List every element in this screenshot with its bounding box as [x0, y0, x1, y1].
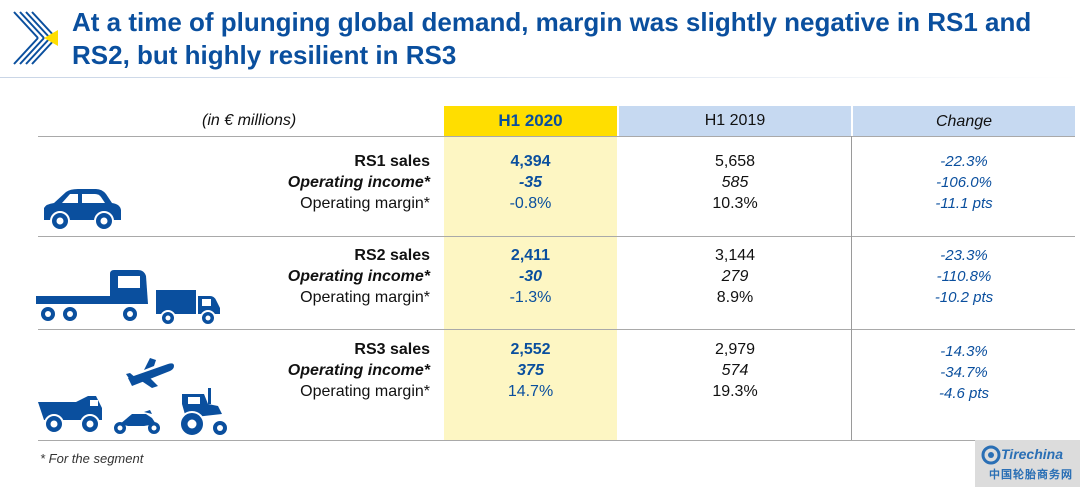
cell-rs1-income-h1-2019: 585: [721, 174, 749, 191]
cell-rs3-income-h1-2020: 375: [517, 362, 544, 379]
cell-rs1-sales-change: -22.3%: [940, 153, 988, 170]
table-rule-rs2: [38, 329, 1075, 330]
cell-rs1-income-change: -106.0%: [936, 174, 992, 191]
cell-rs2-margin-change: -10.2 pts: [934, 289, 994, 306]
cell-rs1-sales-h1-2020: 4,394: [510, 153, 551, 170]
watermark-chinese: 中国轮胎商务网: [989, 469, 1073, 481]
row-label-rs1-operating-margin: Operating margin*: [300, 195, 430, 212]
cell-rs1-income-h1-2020: -35: [518, 174, 543, 191]
company-logo-icon: [13, 11, 58, 65]
cell-rs3-sales-h1-2020: 2,552: [510, 341, 551, 358]
row-label-rs2-operating-income: Operating income*: [287, 268, 430, 285]
column-header-h1-2020: H1 2020: [444, 106, 617, 136]
row-label-rs2-operating-margin: Operating margin*: [300, 289, 430, 306]
cell-rs2-income-h1-2019: 279: [721, 268, 749, 285]
cell-rs2-margin-h1-2020: -1.3%: [509, 289, 552, 306]
cell-rs1-margin-h1-2020: -0.8%: [509, 195, 552, 212]
row-label-rs1-sales: RS1 sales: [354, 153, 430, 170]
table-rule-bottom: [38, 440, 1075, 441]
row-label-rs3-operating-income: Operating income*: [287, 362, 430, 379]
cell-rs1-sales-h1-2019: 5,658: [714, 153, 756, 170]
cell-rs2-income-change: -110.8%: [936, 268, 992, 285]
cell-rs3-sales-change: -14.3%: [940, 343, 988, 360]
car-icon: [44, 189, 121, 231]
cell-rs2-sales-h1-2020: 2,411: [510, 247, 551, 264]
unit-label: (in € millions): [202, 112, 297, 129]
row-label-rs3-operating-margin: Operating margin*: [300, 383, 430, 400]
cell-rs3-margin-change: -4.6 pts: [938, 385, 990, 402]
specialty-vehicles-icon: [38, 358, 229, 437]
cell-rs2-margin-h1-2019: 8.9%: [716, 289, 754, 306]
cell-rs2-sales-h1-2019: 3,144: [714, 247, 756, 264]
footnote: * For the segment: [40, 451, 144, 466]
cell-rs3-income-change: -34.7%: [940, 364, 988, 381]
cell-rs2-sales-change: -23.3%: [940, 247, 988, 264]
table-rule-header: [38, 136, 1075, 137]
change-column-divider: [851, 136, 852, 440]
cell-rs3-sales-h1-2019: 2,979: [714, 341, 756, 358]
column-header-h1-2019: H1 2019: [619, 106, 851, 136]
cell-rs3-margin-h1-2019: 19.3%: [712, 383, 758, 400]
table-rule-rs1: [38, 236, 1075, 237]
h1-2020-column-highlight: [444, 106, 617, 440]
watermark: Tirechina 中国轮胎商务网: [975, 440, 1080, 487]
watermark-brand: Tirechina: [1001, 446, 1063, 462]
cell-rs1-margin-h1-2019: 10.3%: [712, 195, 758, 212]
title-divider: [0, 77, 1080, 78]
trucks-icon: [36, 270, 220, 326]
page-title: At a time of plunging global demand, mar…: [72, 7, 1032, 70]
row-label-rs1-operating-income: Operating income*: [287, 174, 430, 191]
row-label-rs3-sales: RS3 sales: [354, 341, 430, 358]
cell-rs3-margin-h1-2020: 14.7%: [507, 383, 554, 400]
cell-rs3-income-h1-2019: 574: [721, 362, 749, 379]
tire-logo-icon: [981, 445, 1001, 465]
row-label-rs2-sales: RS2 sales: [354, 247, 430, 264]
cell-rs1-margin-change: -11.1 pts: [935, 195, 993, 212]
cell-rs2-income-h1-2020: -30: [518, 268, 543, 285]
column-header-change: Change: [853, 106, 1075, 136]
